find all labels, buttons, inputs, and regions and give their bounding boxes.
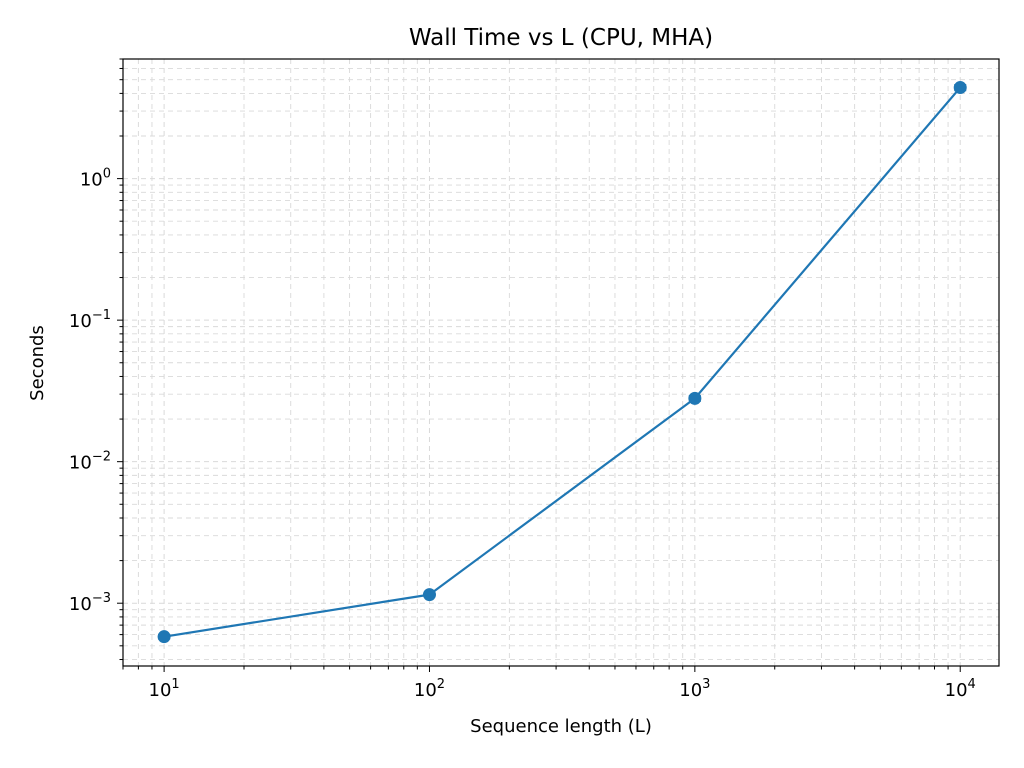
y-tick-label: 100: [80, 167, 111, 191]
y-tick-label-exponent: −2: [92, 450, 111, 465]
y-tick-label-exponent: −1: [92, 308, 111, 323]
x-tick-label-exponent: 4: [968, 677, 976, 692]
chart-title: Wall Time vs L (CPU, MHA): [409, 25, 713, 51]
y-tick-label-base: 10: [69, 453, 92, 474]
y-tick-label: 10−2: [69, 450, 111, 474]
y-tick-label-base: 10: [69, 311, 92, 332]
x-tick-label-exponent: 1: [171, 677, 179, 692]
y-tick-label-exponent: 0: [103, 167, 111, 182]
x-axis-label: Sequence length (L): [470, 716, 652, 737]
y-axis-label: Seconds: [27, 325, 48, 401]
data-point: [953, 81, 967, 95]
y-tick-label-base: 10: [69, 594, 92, 615]
axes-frame: [122, 58, 1000, 667]
x-tick-label-base: 10: [414, 680, 437, 701]
x-tick-label: 102: [414, 677, 445, 701]
y-tick-label: 10−1: [69, 308, 111, 332]
data-point: [157, 630, 171, 644]
x-tick-label-exponent: 2: [437, 677, 445, 692]
x-tick-label-base: 10: [945, 680, 968, 701]
x-tick-label-exponent: 3: [702, 677, 710, 692]
y-tick-label-exponent: −3: [92, 591, 111, 606]
y-tick-label-base: 10: [80, 170, 103, 191]
x-tick-label-base: 10: [149, 680, 172, 701]
series-line: [163, 86, 962, 638]
data-point: [422, 588, 436, 602]
data-point: [688, 391, 702, 405]
series-layer: [157, 81, 967, 644]
x-tick-label: 104: [945, 677, 976, 701]
x-tick-label-base: 10: [679, 680, 702, 701]
x-tick-label: 101: [149, 677, 180, 701]
y-tick-label: 10−3: [69, 591, 111, 615]
x-tick-label: 103: [679, 677, 710, 701]
